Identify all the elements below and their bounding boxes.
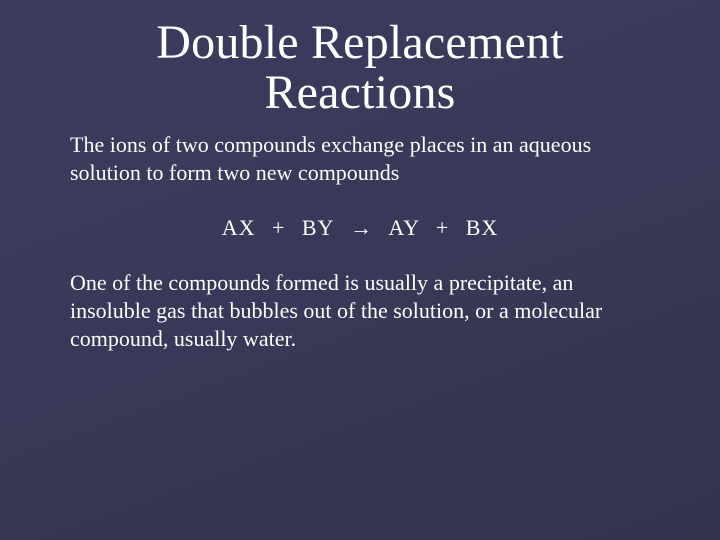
- paragraph-1: The ions of two compounds exchange place…: [70, 131, 650, 187]
- reaction-equation: AX + BY → AY + BX: [70, 215, 650, 241]
- slide-title: Double Replacement Reactions: [70, 18, 650, 119]
- slide: Double Replacement Reactions The ions of…: [0, 0, 720, 540]
- paragraph-2: One of the compounds formed is usually a…: [70, 269, 650, 353]
